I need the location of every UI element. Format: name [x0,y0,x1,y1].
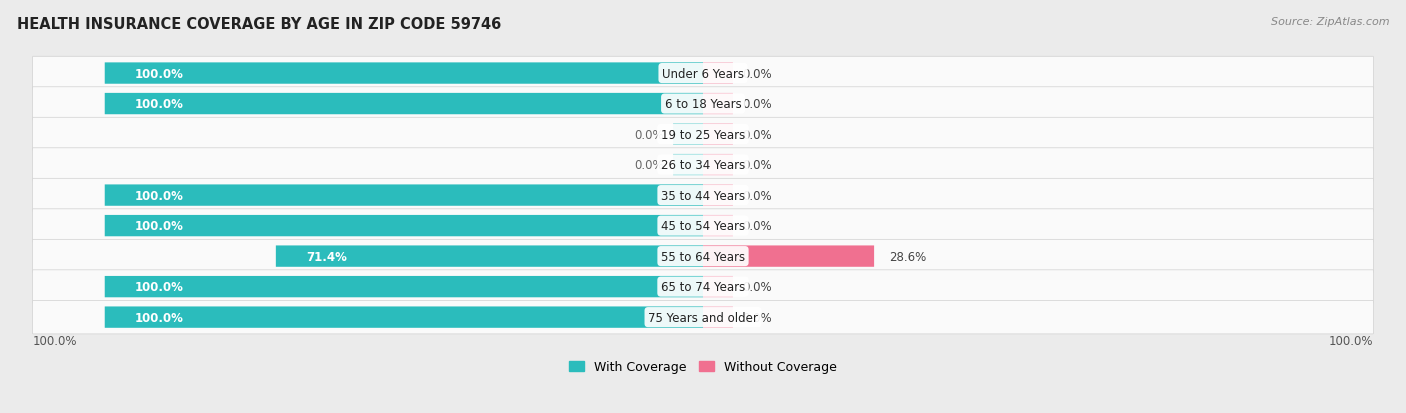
Text: 100.0%: 100.0% [135,311,184,324]
FancyBboxPatch shape [104,185,703,206]
FancyBboxPatch shape [32,118,1374,152]
FancyBboxPatch shape [32,57,1374,90]
Text: 0.0%: 0.0% [634,159,664,172]
Text: 100.0%: 100.0% [135,280,184,293]
FancyBboxPatch shape [703,94,733,115]
FancyBboxPatch shape [703,276,733,298]
FancyBboxPatch shape [703,185,733,206]
FancyBboxPatch shape [32,301,1374,334]
Text: 45 to 54 Years: 45 to 54 Years [661,220,745,233]
Text: 0.0%: 0.0% [634,128,664,141]
FancyBboxPatch shape [104,63,703,85]
FancyBboxPatch shape [32,88,1374,121]
FancyBboxPatch shape [276,246,703,267]
FancyBboxPatch shape [32,270,1374,304]
Text: 100.0%: 100.0% [135,98,184,111]
FancyBboxPatch shape [32,240,1374,273]
Text: 100.0%: 100.0% [1329,334,1374,347]
FancyBboxPatch shape [703,216,733,237]
FancyBboxPatch shape [104,216,703,237]
Text: 28.6%: 28.6% [889,250,927,263]
FancyBboxPatch shape [703,63,733,85]
Text: 19 to 25 Years: 19 to 25 Years [661,128,745,141]
Text: 0.0%: 0.0% [742,189,772,202]
Text: 0.0%: 0.0% [742,67,772,81]
Text: 0.0%: 0.0% [742,128,772,141]
FancyBboxPatch shape [703,154,733,176]
FancyBboxPatch shape [32,179,1374,212]
Text: 55 to 64 Years: 55 to 64 Years [661,250,745,263]
FancyBboxPatch shape [104,94,703,115]
Text: 26 to 34 Years: 26 to 34 Years [661,159,745,172]
FancyBboxPatch shape [703,307,733,328]
FancyBboxPatch shape [32,209,1374,243]
FancyBboxPatch shape [703,246,875,267]
Text: 100.0%: 100.0% [135,67,184,81]
Text: 100.0%: 100.0% [135,220,184,233]
FancyBboxPatch shape [104,307,703,328]
Text: HEALTH INSURANCE COVERAGE BY AGE IN ZIP CODE 59746: HEALTH INSURANCE COVERAGE BY AGE IN ZIP … [17,17,501,31]
Text: 65 to 74 Years: 65 to 74 Years [661,280,745,293]
Text: 35 to 44 Years: 35 to 44 Years [661,189,745,202]
Text: 71.4%: 71.4% [305,250,347,263]
Text: 6 to 18 Years: 6 to 18 Years [665,98,741,111]
FancyBboxPatch shape [32,148,1374,182]
FancyBboxPatch shape [673,124,703,145]
Text: 100.0%: 100.0% [135,189,184,202]
Text: 75 Years and older: 75 Years and older [648,311,758,324]
Text: 0.0%: 0.0% [742,311,772,324]
Text: 0.0%: 0.0% [742,220,772,233]
Text: 0.0%: 0.0% [742,98,772,111]
Text: 0.0%: 0.0% [742,280,772,293]
Text: 0.0%: 0.0% [742,159,772,172]
Legend: With Coverage, Without Coverage: With Coverage, Without Coverage [564,355,842,378]
Text: Under 6 Years: Under 6 Years [662,67,744,81]
FancyBboxPatch shape [673,154,703,176]
Text: 100.0%: 100.0% [32,334,77,347]
FancyBboxPatch shape [703,124,733,145]
Text: Source: ZipAtlas.com: Source: ZipAtlas.com [1271,17,1389,26]
FancyBboxPatch shape [104,276,703,298]
